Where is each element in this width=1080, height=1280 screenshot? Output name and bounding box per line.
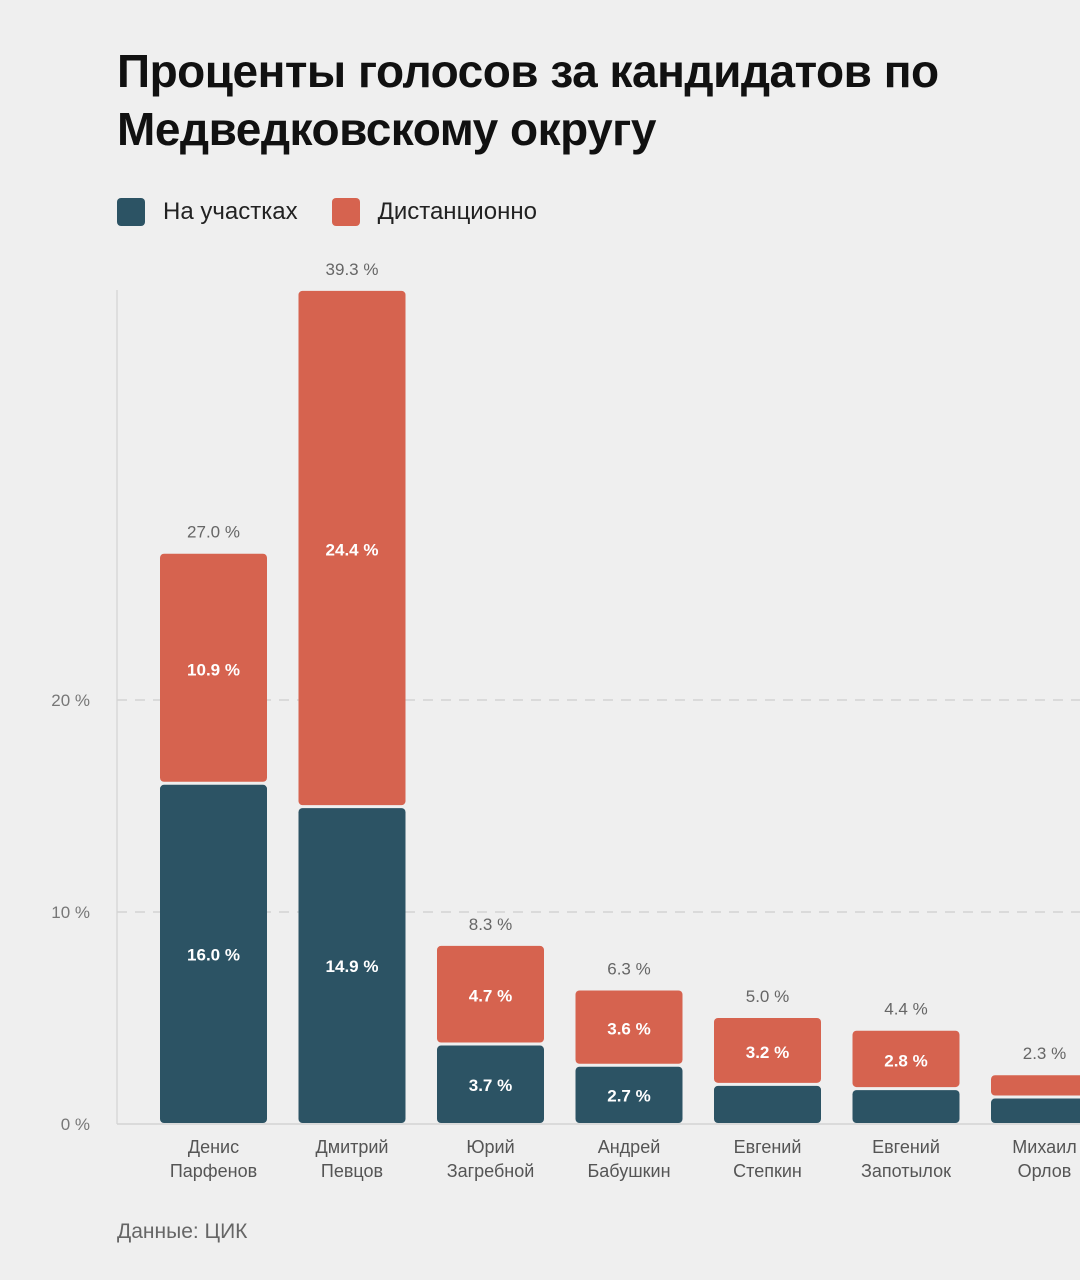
x-tick-label-last: Парфенов (170, 1161, 257, 1181)
bar-polling (298, 808, 406, 1123)
bar-remote (298, 290, 406, 806)
bar-remote (714, 1018, 821, 1083)
x-tick-label-last: Степкин (733, 1161, 802, 1181)
x-tick-label-first: Михаил (1012, 1137, 1076, 1157)
bar-polling (160, 784, 267, 1123)
bar-remote (160, 553, 267, 782)
x-tick-label-last: Певцов (321, 1161, 383, 1181)
y-tick-label: 10 % (51, 903, 90, 922)
x-tick-label-first: Дмитрий (316, 1137, 389, 1157)
bar-label-polling: 2.7 % (607, 1086, 650, 1105)
x-tick-label-first: Андрей (598, 1137, 661, 1157)
bar-total-label: 27.0 % (187, 523, 240, 542)
bar-remote (437, 945, 544, 1043)
legend-item-polling: На участках (117, 198, 298, 226)
bar-total-label: 4.4 % (884, 1000, 927, 1019)
bar-polling (575, 1066, 683, 1123)
bar-label-polling: 16.0 % (187, 945, 240, 964)
y-tick-label: 20 % (51, 691, 90, 710)
bar-label-remote: 3.2 % (746, 1043, 789, 1062)
bar-label-remote: 10.9 % (187, 660, 240, 679)
legend-label-polling: На участках (163, 198, 298, 225)
source-note: Данные: ЦИК (117, 1220, 248, 1243)
bar-remote (852, 1030, 960, 1088)
x-tick-label-last: Загребной (447, 1161, 535, 1181)
bar-total-label: 5.0 % (746, 987, 789, 1006)
legend-label-remote: Дистанционно (377, 198, 537, 225)
bar-polling (852, 1090, 960, 1123)
x-tick-label-first: Денис (188, 1137, 239, 1157)
x-tick-label-last: Запотылок (861, 1161, 951, 1181)
legend-item-remote: Дистанционно (331, 198, 537, 226)
bar-label-remote: 3.6 % (607, 1020, 650, 1039)
x-tick-label-first: Евгений (872, 1137, 940, 1157)
bar-total-label: 8.3 % (469, 915, 512, 934)
x-tick-label-last: Бабушкин (587, 1161, 670, 1181)
bar-label-remote: 24.4 % (326, 540, 379, 559)
bar-remote (991, 1075, 1080, 1096)
bar-total-label: 2.3 % (1023, 1044, 1066, 1063)
bar-label-polling: 3.7 % (469, 1076, 512, 1095)
legend-swatch-polling (117, 198, 145, 226)
chart-title: Проценты голосов за кандидатов по Медвед… (117, 45, 939, 155)
bar-polling (437, 1045, 544, 1123)
bar-polling (714, 1085, 821, 1123)
bar-label-polling: 14.9 % (326, 957, 379, 976)
x-tick-label-first: Юрий (466, 1137, 514, 1157)
legend: На участках Дистанционно (117, 198, 537, 226)
x-tick-label-last: Орлов (1018, 1161, 1072, 1181)
bar-total-label: 6.3 % (607, 959, 650, 978)
legend-swatch-remote (331, 198, 360, 226)
bar-polling (991, 1098, 1080, 1123)
y-tick-label: 0 % (61, 1115, 90, 1134)
bar-label-remote: 4.7 % (469, 987, 512, 1006)
x-tick-label-first: Евгений (734, 1137, 802, 1157)
bar-label-remote: 2.8 % (884, 1051, 927, 1070)
bar-remote (575, 990, 683, 1064)
bar-total-label: 39.3 % (326, 260, 379, 279)
